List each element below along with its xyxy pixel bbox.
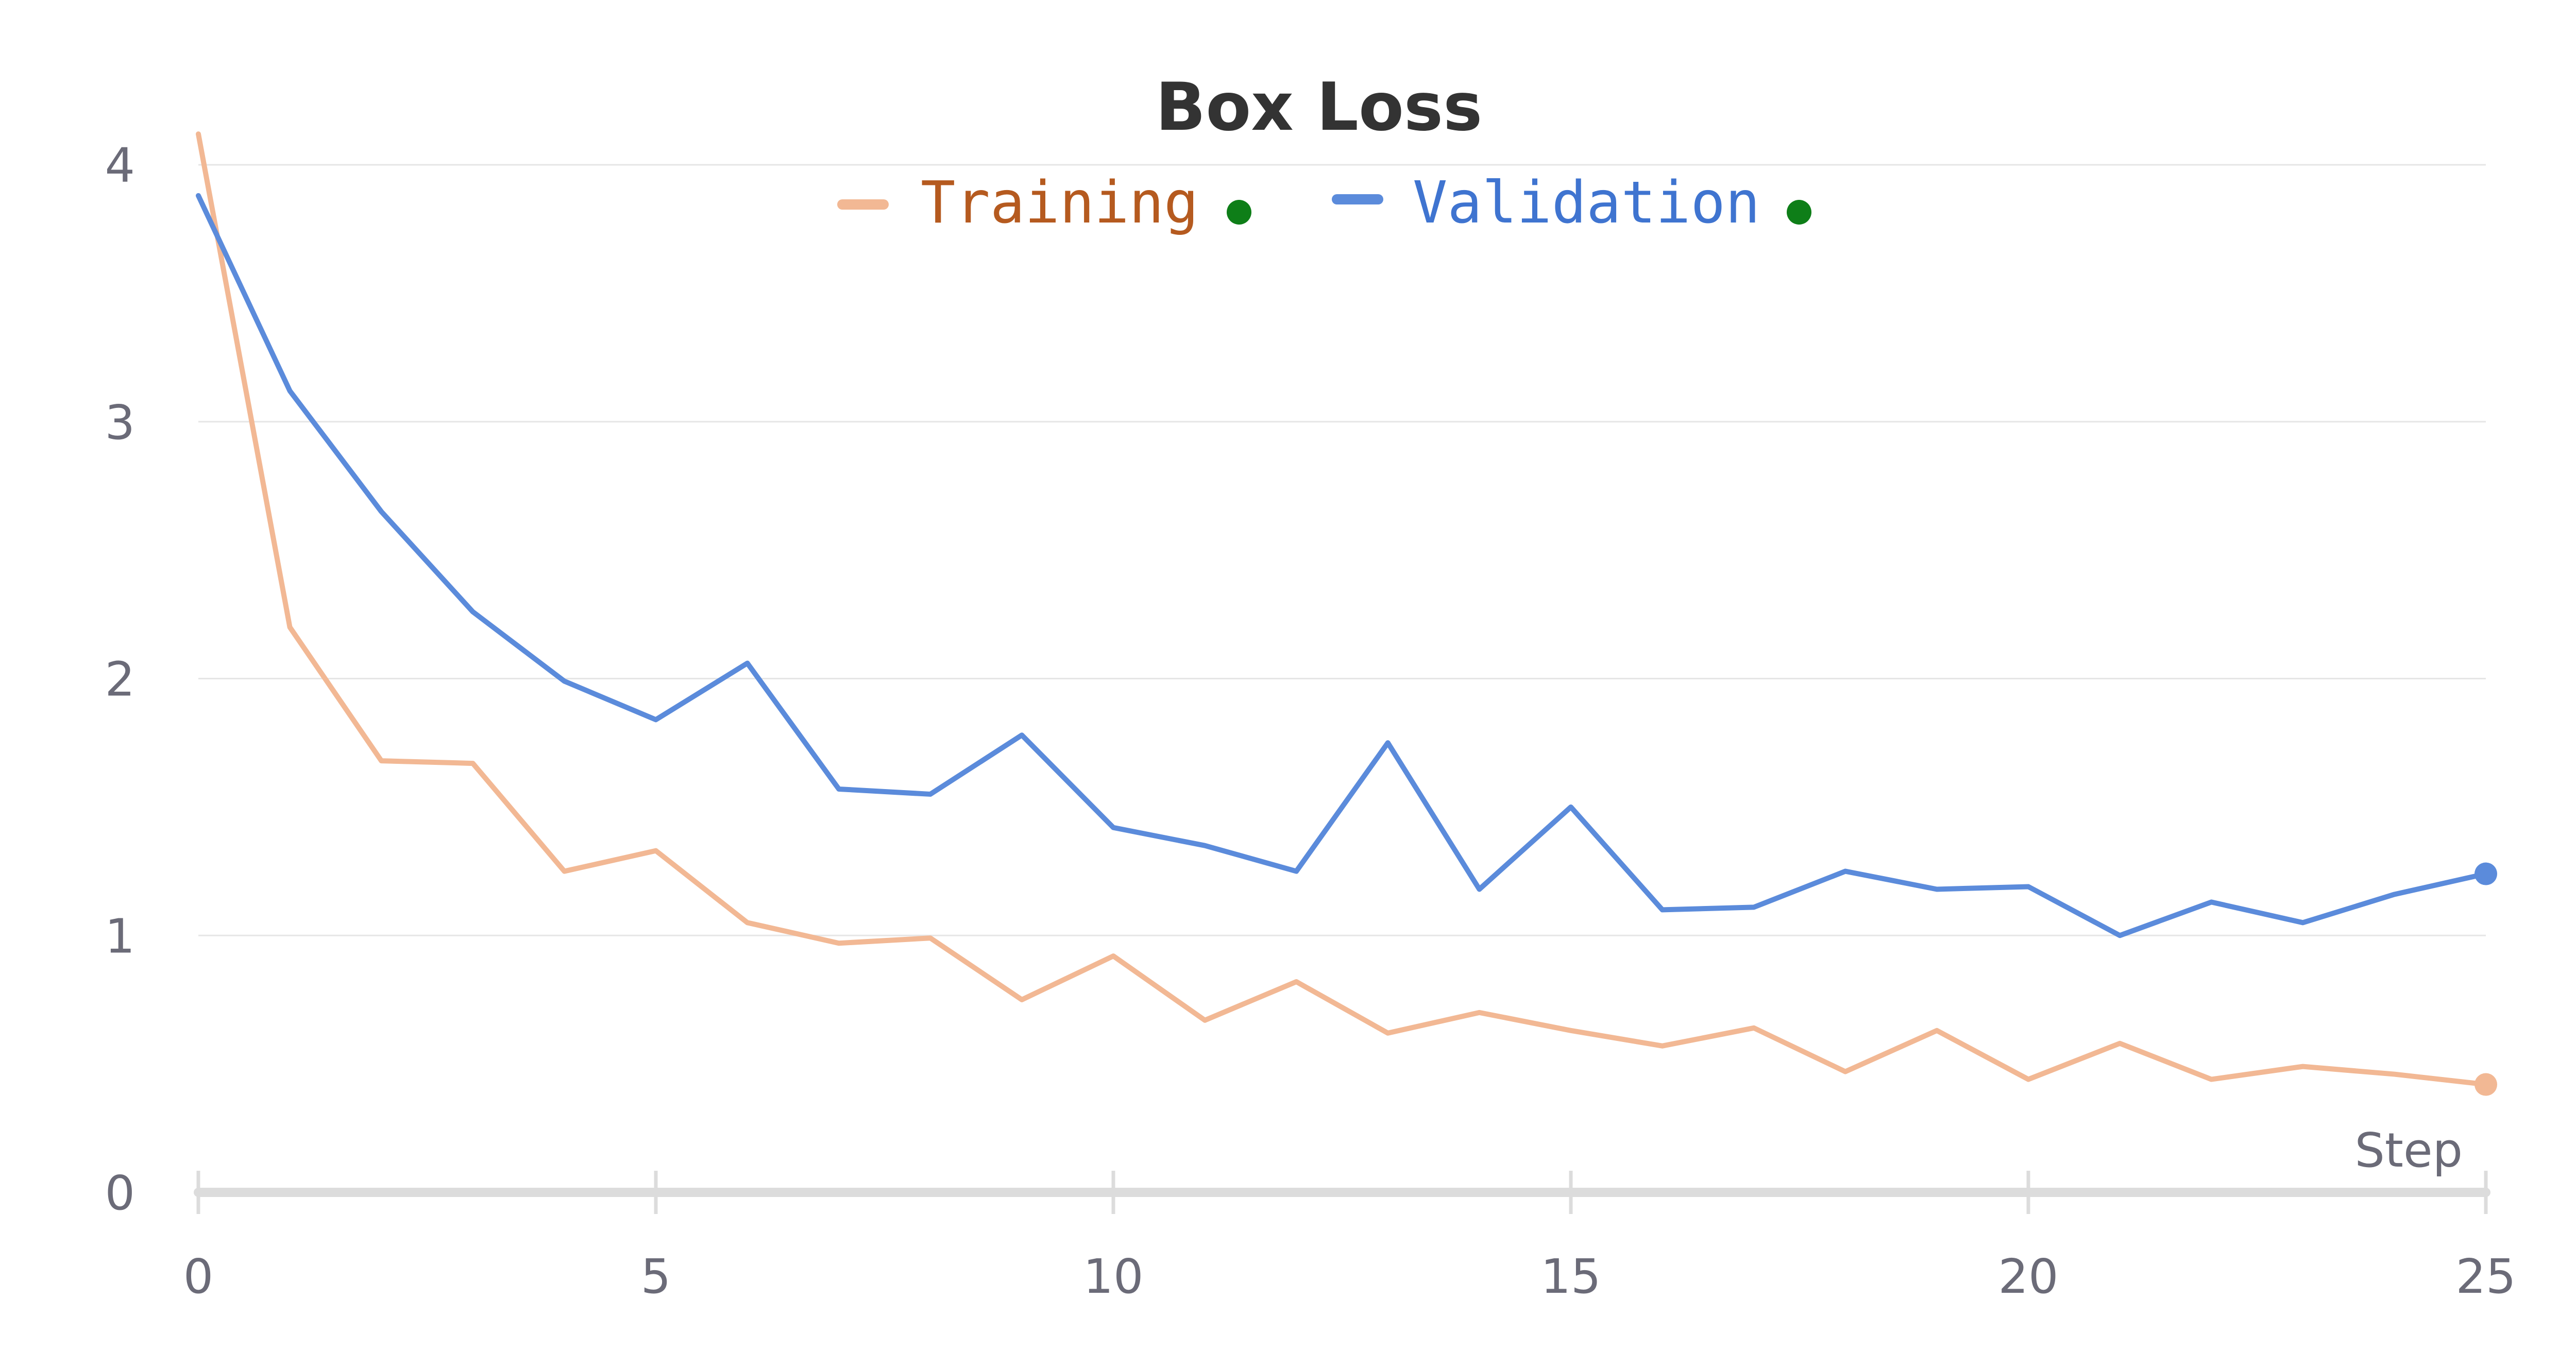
x-tick-label-20: 20 xyxy=(1998,1249,2058,1304)
green-dot-icon xyxy=(1787,200,1811,225)
x-axis-label: Step xyxy=(2355,1123,2463,1178)
legend-label-validation: Validation xyxy=(1413,169,1760,236)
gridlines xyxy=(198,164,2486,936)
legend: Training Validation xyxy=(837,169,1811,236)
y-tick-label-2: 2 xyxy=(105,652,135,707)
chart-title: Box Loss xyxy=(1156,69,1483,146)
legend-item-training[interactable]: Training xyxy=(837,169,1251,236)
series-line-training[interactable] xyxy=(196,131,2488,1087)
legend-swatch-training xyxy=(837,199,889,210)
x-tick-label-15: 15 xyxy=(1540,1249,1601,1304)
axes xyxy=(194,1171,2490,1214)
y-tick-label-4: 4 xyxy=(105,138,135,193)
x-tick-label-0: 0 xyxy=(183,1249,214,1304)
x-tick-label-5: 5 xyxy=(641,1249,671,1304)
y-tick-label-1: 1 xyxy=(105,909,135,964)
y-tick-labels: 0 1 2 3 4 xyxy=(105,138,135,1221)
y-tick-label-0: 0 xyxy=(105,1166,135,1221)
series-lines xyxy=(196,131,2497,1096)
x-tick-label-25: 25 xyxy=(2455,1249,2516,1304)
legend-label-training: Training xyxy=(921,169,1198,236)
green-dot-icon xyxy=(1227,200,1251,225)
series-end-point-training[interactable] xyxy=(2475,1073,2497,1096)
x-tick-labels: 0 5 10 15 20 25 xyxy=(183,1249,2516,1304)
series-end-point-validation[interactable] xyxy=(2475,862,2497,885)
series-line-validation[interactable] xyxy=(196,193,2488,938)
x-tick-label-10: 10 xyxy=(1083,1249,1143,1304)
legend-item-validation[interactable]: Validation xyxy=(1332,169,1811,236)
legend-swatch-validation xyxy=(1332,194,1383,204)
y-tick-label-3: 3 xyxy=(105,395,135,450)
